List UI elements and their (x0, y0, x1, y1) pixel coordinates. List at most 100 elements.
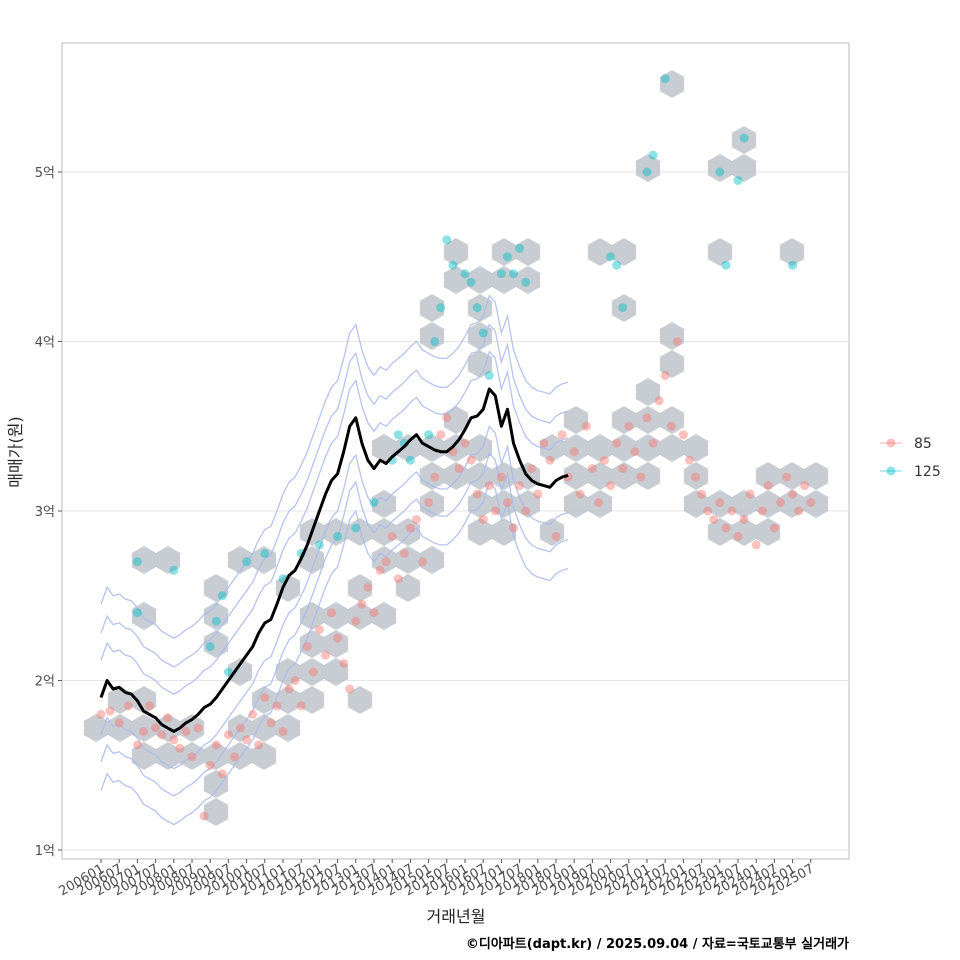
hexbin-cell (371, 434, 397, 462)
hexbin-cell (251, 686, 277, 714)
point-series-125 (132, 608, 142, 618)
point-series-85 (769, 523, 779, 533)
point-series-85 (163, 713, 173, 723)
point-series-85 (381, 557, 391, 567)
point-series-85 (278, 726, 288, 736)
point-series-85 (478, 515, 488, 524)
y-tick-label: 3억 (35, 505, 55, 520)
point-series-125 (648, 150, 658, 160)
trend-line-layer (99, 387, 569, 733)
point-series-85 (624, 421, 634, 431)
point-series-85 (187, 752, 197, 762)
point-series-85 (248, 709, 258, 719)
point-series-85 (466, 455, 476, 465)
point-series-85 (181, 726, 191, 736)
point-series-125 (618, 303, 628, 313)
hexbin-cell (155, 546, 181, 574)
point-series-85 (284, 684, 294, 694)
hexbin-cell (707, 490, 733, 518)
hexbin-cell (251, 742, 277, 770)
hexbin-cell (803, 490, 829, 518)
point-series-85 (672, 337, 682, 346)
point-series-85 (308, 667, 318, 677)
point-series-85 (151, 723, 161, 733)
point-series-85 (587, 464, 597, 474)
point-series-85 (691, 472, 700, 482)
hexbin-cell (491, 462, 517, 490)
hexbin-cell (299, 658, 325, 686)
point-series-125 (484, 370, 494, 380)
hexbin-cell (515, 490, 541, 518)
point-series-85 (630, 447, 640, 457)
hexbin-cell (659, 434, 685, 462)
point-series-85 (399, 548, 409, 558)
hexbin-cell (755, 518, 781, 546)
hexbin-cell (779, 490, 805, 518)
hexbin-cell (179, 714, 205, 742)
density-contour (100, 452, 569, 797)
point-series-125 (496, 269, 506, 279)
hexbin-cell (299, 630, 325, 658)
hexbin-cell (563, 490, 589, 518)
hexbin-cell (611, 294, 637, 322)
hexbin-cell (491, 518, 517, 546)
hexbin-layer (83, 70, 829, 826)
hexbin-cell (419, 546, 445, 574)
point-series-85 (654, 396, 664, 406)
hexbin-cell (563, 434, 589, 462)
hexbin-cell (203, 742, 229, 770)
hexbin-cell (467, 518, 493, 546)
hexbin-cell (587, 462, 613, 490)
hexbin-cell (491, 266, 517, 294)
point-series-85 (387, 531, 397, 541)
hexbin-cell (659, 322, 685, 350)
point-series-85 (776, 498, 785, 507)
hexbin-cell (203, 770, 229, 798)
point-series-85 (430, 472, 440, 482)
hexbin-cell (491, 238, 517, 266)
y-tick-label: 5억 (35, 166, 55, 181)
hexbin-cell (467, 294, 493, 322)
point-series-125 (515, 243, 525, 253)
point-series-85 (763, 481, 773, 491)
point-series-85 (302, 642, 312, 652)
x-axis: 2006012006072007012007072008012008072009… (57, 859, 817, 899)
point-series-85 (527, 464, 537, 474)
point-series-85 (642, 413, 652, 423)
point-series-85 (551, 531, 561, 541)
point-series-85 (618, 464, 628, 474)
hexbin-cell (611, 406, 637, 434)
hexbin-cell (275, 686, 301, 714)
point-series-125 (788, 260, 798, 270)
hexbin-cell (659, 70, 685, 98)
point-series-125 (642, 167, 652, 177)
point-series-85 (175, 743, 185, 753)
point-series-125 (509, 269, 518, 279)
hexbin-cell (107, 714, 133, 742)
hexbin-cell (635, 378, 661, 406)
point-series-85 (575, 489, 585, 499)
point-series-85 (472, 489, 482, 499)
point-series-85 (539, 438, 549, 448)
point-series-85 (788, 489, 798, 499)
point-series-125 (460, 269, 470, 279)
point-series-85 (236, 723, 245, 733)
hexbin-cell (131, 546, 157, 574)
scatter-points (96, 74, 816, 821)
hexbin-cell (539, 518, 565, 546)
point-series-85 (806, 498, 816, 507)
hexbin-cell (227, 658, 253, 686)
point-series-125 (466, 277, 476, 287)
point-series-85 (496, 472, 506, 482)
hexbin-cell (635, 462, 661, 490)
hexbin-cell (563, 462, 589, 490)
point-series-85 (266, 718, 276, 728)
hexbin-cell (467, 462, 493, 490)
point-series-85 (351, 616, 361, 626)
point-series-85 (745, 489, 755, 499)
point-series-85 (405, 523, 415, 533)
point-series-85 (132, 740, 142, 750)
hexbin-cell (155, 742, 181, 770)
hexbin-cell (635, 154, 661, 182)
hexbin-cell (611, 462, 637, 490)
